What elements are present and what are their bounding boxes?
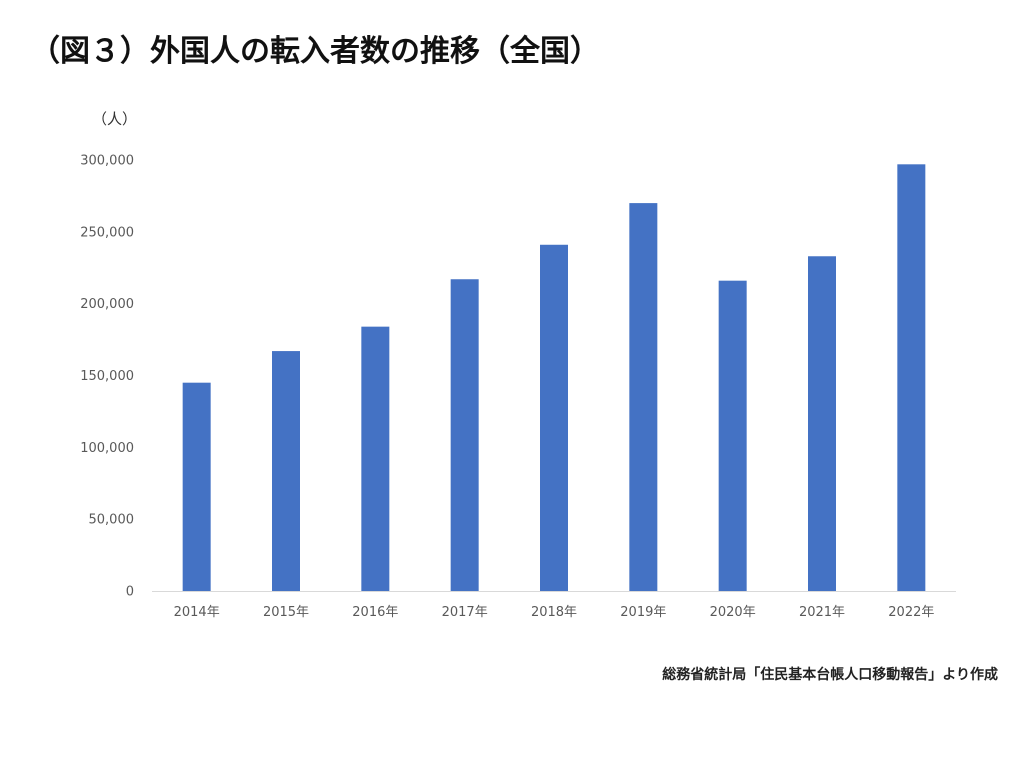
- x-tick-label: 2019年: [620, 605, 666, 620]
- chart-title: （図３）外国人の転入者数の推移（全国）: [30, 34, 600, 69]
- bar: [808, 256, 836, 591]
- y-tick-label: 200,000: [80, 297, 134, 312]
- x-tick-label: 2017年: [442, 605, 488, 620]
- y-axis-ticks: 0 50,000 100,000 150,000 200,000 250,000 300,0…: [80, 154, 134, 600]
- bar: [540, 244, 568, 591]
- y-tick-label: 250,000: [80, 225, 134, 240]
- x-tick-label: 2014年: [174, 605, 220, 620]
- bar: [629, 203, 658, 591]
- x-tick-label: 2016年: [352, 605, 398, 620]
- x-tick-label: 2020年: [710, 605, 756, 620]
- x-tick-label: 2021年: [799, 605, 845, 620]
- bar: [718, 280, 747, 591]
- y-tick-label: 50,000: [89, 513, 135, 528]
- bar: [450, 279, 479, 591]
- bar: [897, 164, 926, 591]
- y-tick-label: 0: [126, 585, 134, 600]
- x-tick-label: 2022年: [888, 605, 934, 620]
- x-tick-label: 2018年: [531, 605, 577, 620]
- bars: [182, 164, 926, 591]
- bar: [182, 382, 211, 591]
- source-note: 総務省統計局「住民基本台帳人口移動報告」より作成: [662, 667, 998, 683]
- y-tick-label: 300,000: [80, 154, 134, 169]
- x-axis-ticks: 2014年 2015年 2016年 2017年 2018年 2019年 2020年 2021年…: [174, 605, 935, 620]
- y-tick-label: 150,000: [80, 369, 134, 384]
- bar: [361, 326, 390, 591]
- x-tick-label: 2015年: [263, 605, 309, 620]
- bar: [272, 351, 300, 591]
- y-axis-unit-label: （人）: [92, 110, 138, 128]
- y-tick-label: 100,000: [80, 441, 134, 456]
